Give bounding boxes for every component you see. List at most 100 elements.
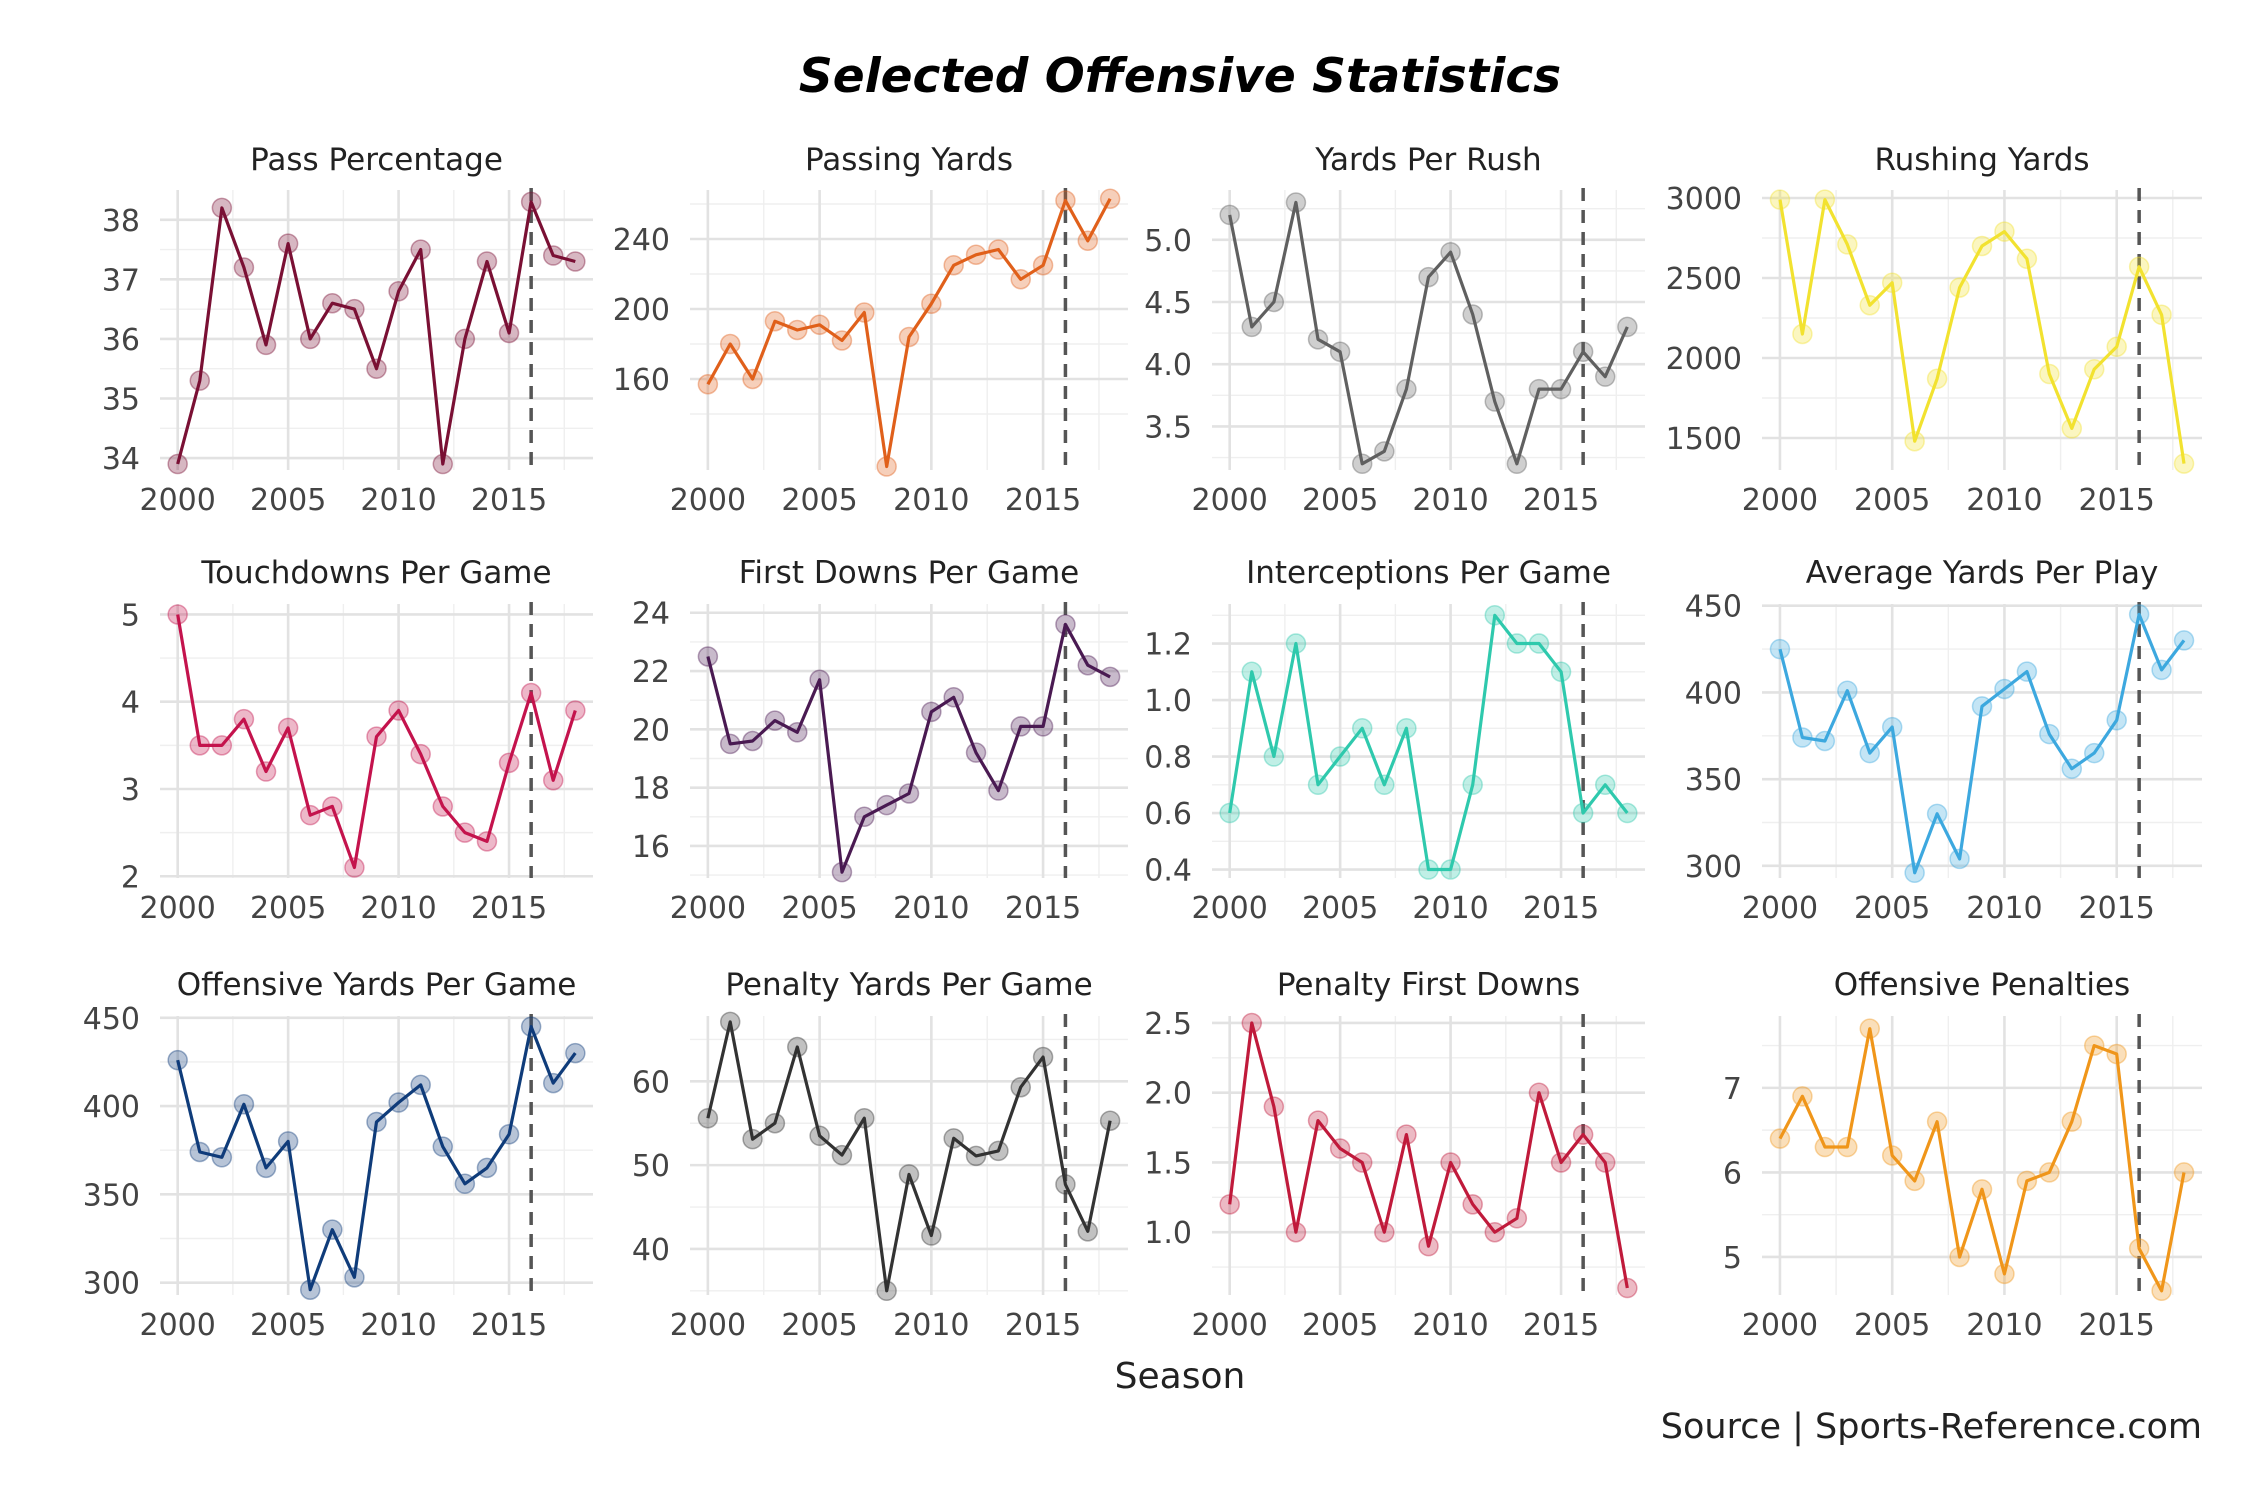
data-point [1307,329,1329,350]
y-tick-label: 2.0 [1144,1077,1192,1112]
data-point [454,822,476,843]
data-point [1904,862,1925,884]
x-tick-label: 2015 [471,483,547,518]
series-line [706,622,1111,874]
panel-title: Yards Per Rush [1314,142,1541,178]
data-point [1440,859,1461,880]
y-tick-label: 18 [632,772,670,807]
data-point [322,796,343,817]
data-point [1769,638,1791,660]
y-tick-label: 6 [1723,1156,1742,1191]
data-point [255,334,277,356]
data-point [432,453,454,475]
data-point [277,1131,299,1152]
y-tick-label: 300 [83,1267,140,1302]
data-point [1904,430,1925,452]
y-tick-label: 3 [121,773,140,808]
data-point [1032,716,1054,737]
data-point [1617,1277,1638,1299]
data-point [1572,1124,1594,1145]
panel-title: First Downs Per Game [739,555,1080,591]
panel-title: Pass Percentage [250,142,503,178]
data-point [1440,1152,1461,1173]
y-tick-label: 3000 [1666,182,1742,217]
x-tick-label: 2010 [1966,1308,2042,1343]
data-point [1881,272,1903,294]
y-tick-label: 240 [613,223,670,258]
data-point [2106,1043,2127,1065]
data-point [2039,1162,2060,1183]
data-point [542,245,564,266]
y-tick-label: 0.4 [1144,854,1192,889]
data-point [1219,802,1240,824]
data-point [2016,248,2038,270]
panel-title: Average Yards Per Play [1806,555,2159,591]
y-tick-label: 2000 [1666,342,1742,377]
data-point [498,1124,520,1145]
x-tick-label: 2005 [781,483,857,518]
data-point [876,794,897,816]
data-point [787,1036,808,1058]
panel-6: First Downs Per Game 16 18 20 22 24 2000 2005 20… [632,555,1128,926]
data-point [1329,1138,1351,1159]
series-line [176,200,576,466]
data-point [876,456,897,477]
panel-11: Penalty First Downs 1.0 1.5 2.0 2.5 2000 2005 2… [1144,967,1645,1343]
data-point [1814,1136,1836,1158]
y-tick-label: 7 [1723,1072,1742,1107]
data-point [742,730,763,752]
data-point [1506,1208,1528,1229]
y-tick-label: 160 [613,363,670,398]
x-tick-label: 2010 [893,891,969,926]
data-point [410,743,431,765]
data-point [233,708,255,730]
data-point [1032,1046,1054,1068]
panel-10: Penalty Yards Per Game 40 50 60 2000 2005 2010… [632,967,1128,1343]
data-point [2173,1162,2195,1183]
data-point [366,358,387,379]
panel-9: Offensive Yards Per Game 300 350 400 450 2000… [83,967,593,1343]
x-tick-label: 2005 [250,891,326,926]
x-tick-label: 2015 [1523,1308,1599,1343]
data-point [1241,1012,1263,1034]
data-point [255,761,277,782]
data-point [1374,441,1395,462]
data-point [388,281,409,302]
data-point [520,682,542,704]
data-point [809,314,830,335]
data-point [388,700,409,721]
data-point [476,1157,498,1179]
data-point [1926,1111,1948,1132]
x-tick-label: 2005 [1854,891,1930,926]
data-point [1528,378,1550,400]
data-point [1374,1221,1395,1243]
data-point [1396,1124,1417,1145]
series-line [1778,1027,2186,1293]
y-tick-label: 5 [1723,1241,1742,1276]
data-point [322,1219,343,1240]
x-tick-label: 2005 [781,1308,857,1343]
data-point [921,293,942,314]
data-point [1462,1194,1483,1215]
data-point [1769,1128,1791,1149]
y-tick-label: 1500 [1666,422,1742,457]
y-tick-label: 36 [102,323,140,358]
data-point [322,292,343,314]
data-point [1528,1082,1550,1103]
panel-12: Offensive Penalties 5 6 7 2000 2005 2010 2015 [1723,967,2202,1343]
data-point [697,646,719,667]
data-point [233,1094,255,1115]
data-point [1550,1152,1572,1173]
data-point [1484,605,1506,626]
data-point [1099,188,1121,209]
data-point [1418,859,1439,880]
data-point [432,796,454,817]
data-point [189,1141,211,1163]
data-point [1994,221,2015,242]
y-tick-label: 450 [1685,590,1742,625]
data-point [1926,368,1948,390]
data-point [277,233,299,254]
data-point [1462,304,1483,325]
data-point [831,1144,853,1166]
data-point [1792,1086,1813,1107]
